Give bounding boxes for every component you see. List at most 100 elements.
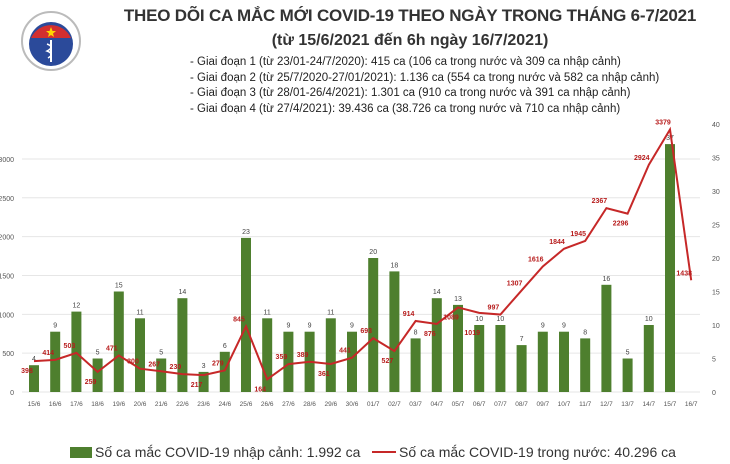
x-axis-tick-label: 29/6	[324, 401, 337, 408]
line-data-label: 361	[318, 371, 330, 378]
bar-imported	[537, 331, 548, 392]
bar-imported	[580, 338, 591, 392]
line-data-label: 414	[42, 350, 54, 357]
bar-imported	[71, 311, 82, 392]
bar-data-label: 5	[626, 350, 630, 357]
x-axis-tick-label: 22/6	[176, 401, 189, 408]
bar-data-label: 9	[308, 323, 312, 330]
phase-4: - Giai đoạn 4 (từ 27/4/2021): 39.436 ca …	[190, 102, 621, 115]
x-axis-tick-label: 12/7	[600, 401, 613, 408]
chart-title: THEO DÕI CA MẮC MỚI COVID-19 THEO NGÀY T…	[123, 6, 697, 25]
bar-data-label: 20	[369, 249, 377, 256]
line-data-label: 845	[233, 316, 245, 323]
legend: Số ca mắc COVID-19 nhập cảnh: 1.992 ca S…	[0, 444, 730, 464]
x-axis-tick-label: 07/7	[494, 401, 507, 408]
bar-data-label: 16	[603, 276, 611, 283]
x-axis-tick-label: 15/7	[664, 401, 677, 408]
line-domestic	[33, 126, 693, 381]
x-axis-tick-label: 30/6	[346, 401, 359, 408]
line-data-label: 1945	[570, 231, 586, 238]
bar-data-label: 18	[391, 262, 399, 269]
bar-data-label: 15	[115, 283, 123, 290]
x-axis-tick-label: 21/6	[155, 401, 168, 408]
x-axis-tick-label: 03/7	[409, 401, 422, 408]
line-data-label: 503	[64, 343, 76, 350]
bar-imported	[50, 331, 61, 392]
legend-item-imported: Số ca mắc COVID-19 nhập cảnh: 1.992 ca	[70, 444, 360, 460]
line-data-label: 876	[424, 331, 436, 338]
bar-data-label: 3	[202, 363, 206, 370]
x-axis-tick-label: 20/6	[134, 401, 147, 408]
ministry-of-health-logo	[20, 10, 82, 72]
x-axis-tick-label: 25/6	[240, 401, 253, 408]
bar-imported	[135, 318, 145, 392]
bar-imported	[389, 271, 400, 392]
chart: 0500100015002000250030000510152025303540…	[0, 120, 720, 408]
line-data-label: 230	[170, 364, 182, 371]
x-axis-tick-label: 26/6	[261, 401, 274, 408]
x-axis-tick-label: 23/6	[197, 401, 210, 408]
line-data-label: 1089	[443, 314, 459, 321]
bar-imported	[156, 358, 167, 392]
bar-data-label: 23	[242, 229, 250, 236]
bar-imported	[198, 371, 209, 392]
x-axis-tick-label: 13/7	[621, 401, 634, 408]
bar-data-label: 37	[666, 135, 674, 142]
bar-imported	[622, 358, 633, 392]
bar-imported	[241, 237, 251, 392]
bar-data-label: 9	[286, 323, 290, 330]
phase-summary: - Giai đoạn 1 (từ 23/01-24/7/2020): 415 …	[190, 55, 659, 117]
bar-imported	[325, 318, 336, 392]
bar-imported	[219, 351, 230, 392]
line-data-label: 2296	[613, 221, 629, 228]
chart-subtitle: (từ 15/6/2021 đến 6h ngày 16/7/2021)	[271, 32, 549, 49]
left-axis-tick-label: 500	[2, 351, 14, 358]
right-axis-tick-label: 0	[712, 390, 716, 397]
line-data-label: 471	[106, 345, 118, 352]
legend-item-domestic: Số ca mắc COVID-19 trong nước: 40.296 ca	[372, 444, 676, 460]
line-data-label: 359	[276, 354, 288, 361]
bar-imported	[283, 331, 294, 392]
x-axis-tick-label: 18/6	[91, 401, 104, 408]
line-data-label: 300	[127, 359, 139, 366]
bar-imported	[665, 144, 675, 392]
x-axis-tick-label: 11/7	[579, 401, 592, 408]
right-axis-tick-label: 30	[712, 189, 720, 196]
bar-imported	[559, 331, 569, 392]
bar-imported	[368, 258, 379, 392]
bar-data-label: 5	[159, 350, 163, 357]
bar-imported	[29, 365, 39, 392]
legend-swatch-line	[372, 451, 396, 453]
bar-data-label: 11	[264, 309, 271, 316]
x-axis-tick-label: 08/7	[515, 401, 528, 408]
bar-data-label: 9	[350, 323, 354, 330]
line-data-label: 3379	[655, 120, 671, 127]
x-axis-tick-label: 02/7	[388, 401, 401, 408]
phase-1: - Giai đoạn 1 (từ 23/01-24/7/2020): 415 …	[190, 56, 621, 68]
line-data-label: 914	[403, 311, 415, 318]
line-data-label: 389	[297, 352, 309, 359]
bar-data-label: 10	[497, 316, 505, 323]
x-axis-tick-label: 05/7	[452, 401, 465, 408]
line-data-label: 527	[382, 358, 394, 365]
x-axis-tick-label: 15/6	[28, 401, 41, 408]
x-axis-tick-label: 16/6	[49, 401, 62, 408]
line-data-label: 997	[488, 305, 500, 312]
x-axis-tick-label: 10/7	[558, 401, 571, 408]
legend-label-domestic: Số ca mắc COVID-19 trong nước: 40.296 ca	[399, 444, 676, 460]
bar-data-label: 12	[73, 303, 81, 310]
bar-data-label: 8	[583, 329, 587, 336]
bar-imported	[495, 325, 506, 392]
line-data-label: 2367	[592, 198, 608, 205]
line-data-label: 279	[212, 360, 224, 367]
line-data-label: 1616	[528, 256, 544, 263]
line-data-label: 2924	[634, 155, 650, 162]
bar-data-label: 11	[327, 309, 334, 316]
phase-2: - Giai đoạn 2 (từ 25/7/2020-27/01/2021):…	[190, 71, 660, 84]
right-axis-tick-label: 5	[712, 357, 716, 364]
bar-data-label: 4	[32, 356, 36, 363]
left-axis-tick-label: 3000	[0, 157, 14, 164]
left-axis-tick-label: 1000	[0, 312, 14, 319]
bar-imported	[347, 331, 357, 392]
bar-data-label: 5	[96, 350, 100, 357]
